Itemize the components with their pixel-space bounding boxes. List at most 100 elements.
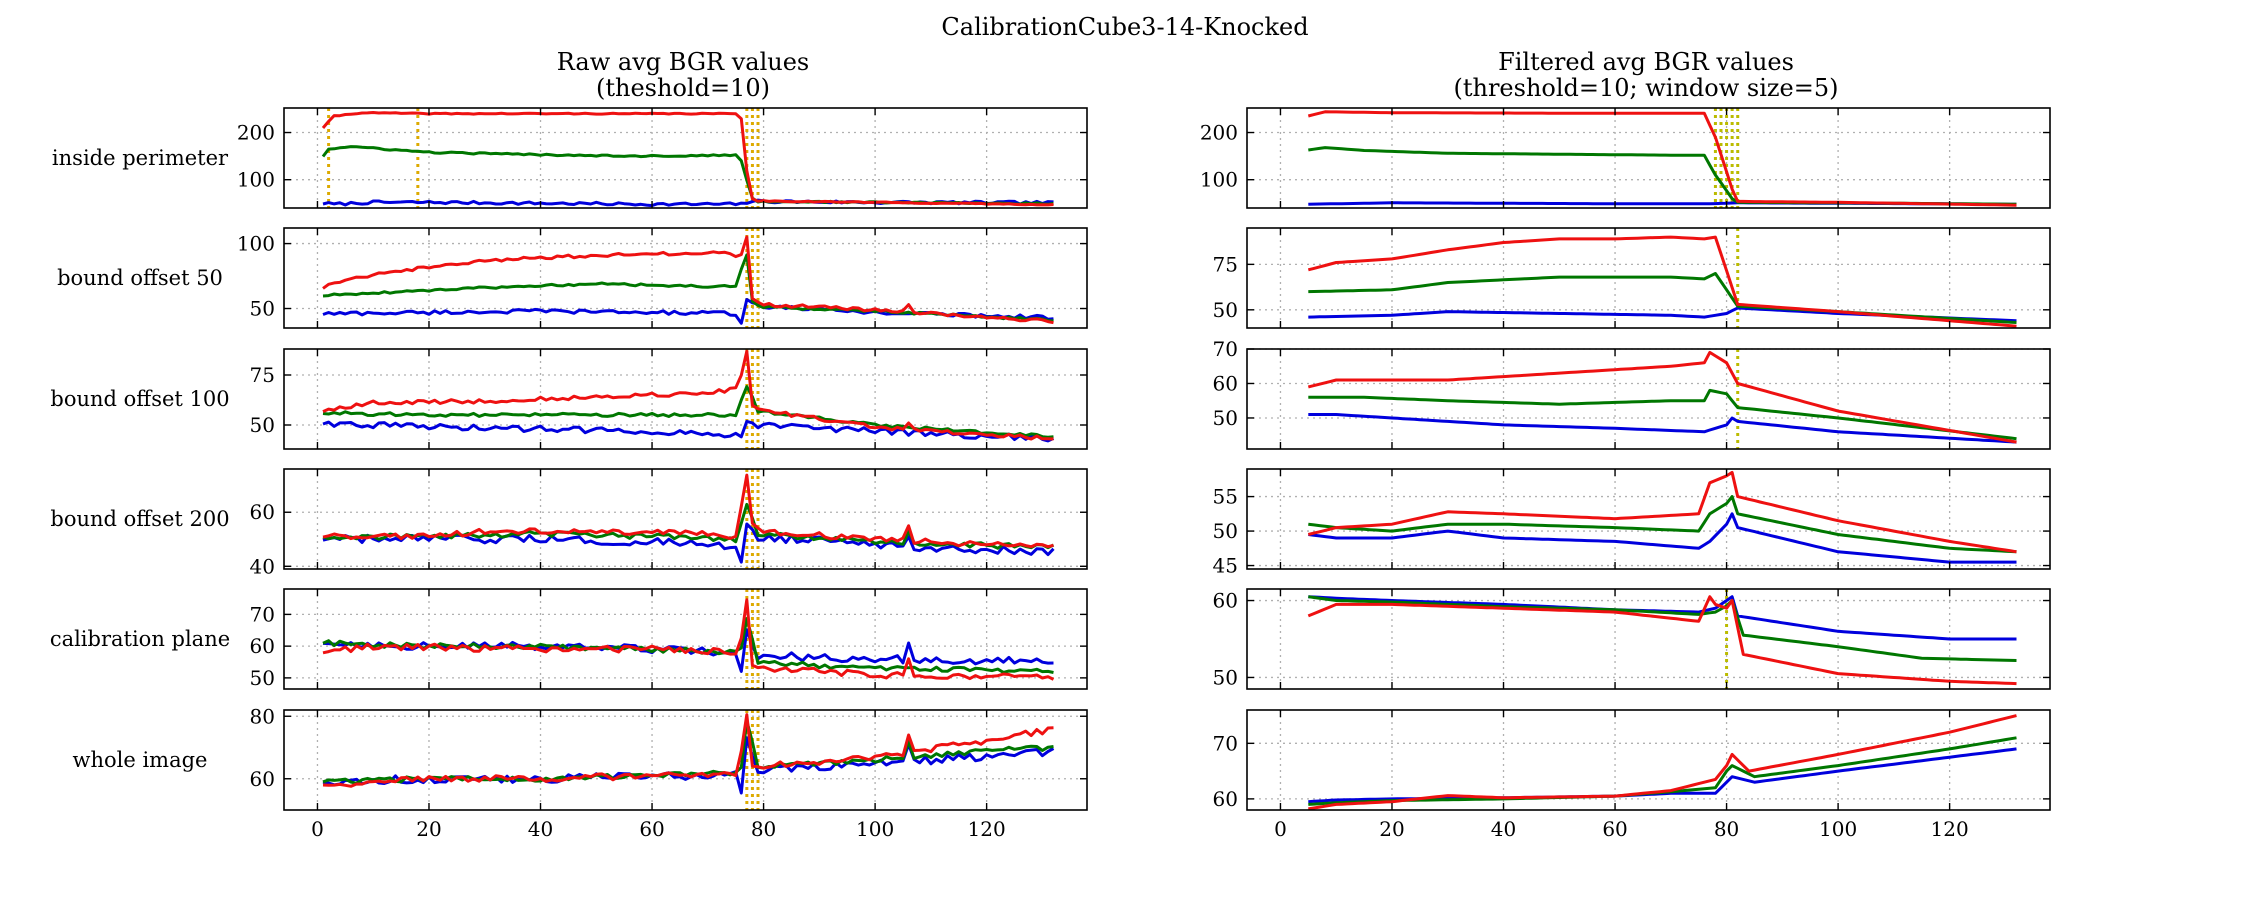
panel-0-2: 50 75 xyxy=(250,348,1088,450)
row-label: bound offset 50 xyxy=(57,266,223,290)
x-tick-label: 40 xyxy=(1491,817,1516,841)
green-channel-line xyxy=(1308,495,2017,554)
red-channel-line xyxy=(1307,595,2017,686)
y-tick-label: 50 xyxy=(1213,298,1238,322)
panel-0-0: 100 200 xyxy=(237,107,1088,209)
y-tick-label: 100 xyxy=(237,168,275,192)
x-tick-label: 60 xyxy=(639,817,664,841)
panel-frame xyxy=(283,348,1088,450)
y-tick-label: 60 xyxy=(250,500,275,524)
red-channel-line xyxy=(322,349,1054,441)
y-tick-label: 60 xyxy=(1213,589,1238,613)
red-channel-line xyxy=(321,111,1054,207)
panel-frame xyxy=(1246,348,2051,450)
y-tick-label: 50 xyxy=(250,413,275,437)
x-tick-label: 100 xyxy=(856,817,894,841)
panel-0-3: 40 60 xyxy=(250,468,1088,578)
red-channel-line xyxy=(322,598,1055,681)
row-label: calibration plane xyxy=(50,627,230,651)
y-tick-label: 60 xyxy=(1213,371,1238,395)
panel-frame xyxy=(283,588,1088,690)
green-channel-line xyxy=(1308,388,2017,441)
panel-frame xyxy=(1246,227,2051,329)
row-labels: inside perimeter bound offset 50 bound off… xyxy=(50,146,230,772)
panel-1-4: 50 60 xyxy=(1213,588,2051,690)
y-tick-label: 50 xyxy=(1213,665,1238,689)
panel-frame xyxy=(283,107,1088,209)
y-tick-label: 75 xyxy=(1213,252,1238,276)
panel-0-1: 50 100 xyxy=(237,227,1088,329)
x-tick-label: 40 xyxy=(528,817,553,841)
panel-frame xyxy=(283,227,1088,329)
y-tick-label: 100 xyxy=(1200,168,1238,192)
y-tick-label: 70 xyxy=(1213,337,1238,361)
panel-frame xyxy=(1246,107,2051,209)
filtered-column-subtitle: (threshold=10; window size=5) xyxy=(1453,74,1838,102)
y-tick-label: 200 xyxy=(237,121,275,145)
y-tick-label: 50 xyxy=(250,666,275,690)
y-tick-label: 80 xyxy=(250,704,275,728)
filtered-column-title: Filtered avg BGR values xyxy=(1498,48,1794,76)
red-channel-line xyxy=(322,713,1054,788)
y-tick-label: 70 xyxy=(250,602,275,626)
red-channel-line xyxy=(1307,110,2017,207)
red-channel-line xyxy=(322,473,1054,549)
y-tick-label: 100 xyxy=(237,232,275,256)
x-tick-label: 0 xyxy=(1274,817,1287,841)
blue-channel-line xyxy=(322,298,1054,325)
x-tick-label: 0 xyxy=(311,817,324,841)
blue-channel-line xyxy=(322,522,1055,564)
panel-frame xyxy=(1246,588,2051,690)
y-tick-label: 60 xyxy=(250,767,275,791)
green-channel-line xyxy=(1308,595,2017,662)
row-label: inside perimeter xyxy=(52,146,229,170)
y-tick-label: 40 xyxy=(250,554,275,578)
x-tick-label: 120 xyxy=(1931,817,1969,841)
row-label: whole image xyxy=(73,748,208,772)
y-tick-label: 45 xyxy=(1213,554,1238,578)
panel-1-0: 100 200 xyxy=(1200,107,2051,209)
green-channel-line xyxy=(322,719,1054,785)
y-tick-label: 75 xyxy=(250,363,275,387)
raw-column-title: Raw avg BGR values xyxy=(557,48,809,76)
panel-1-2: 50 60 70 xyxy=(1213,337,2051,450)
y-tick-label: 50 xyxy=(1213,519,1238,543)
row-label: bound offset 100 xyxy=(50,387,229,411)
green-channel-line xyxy=(321,145,1054,206)
panel-0-5: 0 20 40 60 80 100 120 60 80 xyxy=(250,704,1088,841)
panel-1-1: 50 75 xyxy=(1213,227,2051,329)
green-channel-line xyxy=(322,385,1054,439)
x-tick-label: 20 xyxy=(1379,817,1404,841)
x-tick-label: 80 xyxy=(751,817,776,841)
red-channel-line xyxy=(1307,235,2017,328)
x-tick-label: 120 xyxy=(968,817,1006,841)
x-tick-label: 60 xyxy=(1602,817,1627,841)
blue-channel-line xyxy=(322,419,1055,443)
raw-column-subtitle: (theshold=10) xyxy=(596,74,770,102)
panel-frame xyxy=(283,709,1088,811)
panel-frame xyxy=(1246,468,2051,570)
y-tick-label: 70 xyxy=(1213,731,1238,755)
y-tick-label: 200 xyxy=(1200,121,1238,145)
x-tick-label: 80 xyxy=(1714,817,1739,841)
panel-0-4: 50 60 70 xyxy=(250,588,1088,690)
y-tick-label: 60 xyxy=(250,634,275,658)
red-channel-line xyxy=(1308,714,2017,811)
red-channel-line xyxy=(322,235,1054,325)
x-tick-label: 20 xyxy=(416,817,441,841)
panel-frame xyxy=(283,468,1088,570)
blue-channel-line xyxy=(1308,512,2017,564)
red-channel-line xyxy=(1307,470,2017,554)
panel-frame xyxy=(1246,709,2051,811)
x-tick-label: 100 xyxy=(1819,817,1857,841)
figure-title: CalibrationCube3-14-Knocked xyxy=(941,13,1308,41)
row-label: bound offset 200 xyxy=(50,507,229,531)
y-tick-label: 50 xyxy=(250,297,275,321)
green-channel-line xyxy=(1308,146,2017,206)
y-tick-label: 60 xyxy=(1213,787,1238,811)
blue-channel-line xyxy=(1308,413,2017,444)
y-tick-label: 50 xyxy=(1213,406,1238,430)
blue-channel-line xyxy=(322,736,1055,795)
